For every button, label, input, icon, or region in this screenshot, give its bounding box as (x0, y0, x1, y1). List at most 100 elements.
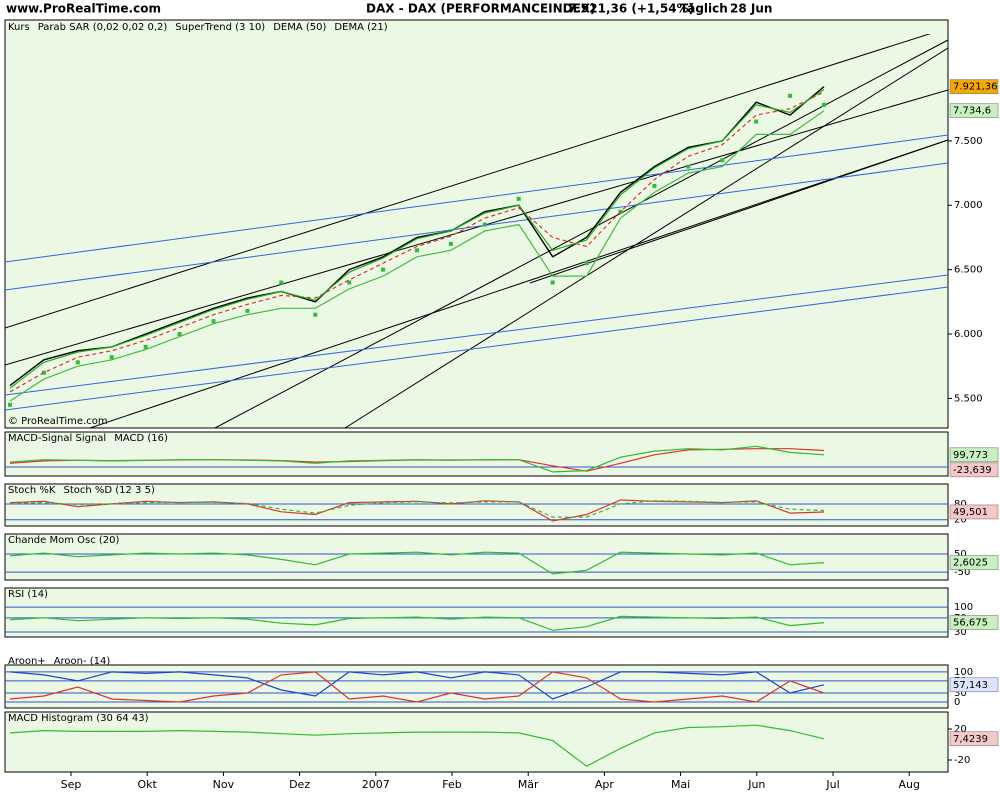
trend-line (5, 162, 948, 291)
series-line (9, 86, 825, 387)
y-tick-label: 6.000 (954, 329, 983, 340)
sar-dot (516, 196, 521, 201)
series-line (9, 615, 825, 631)
sar-dot (584, 261, 589, 266)
sar-dot (550, 280, 555, 285)
sar-dot (313, 312, 318, 317)
series-line (9, 91, 825, 393)
legend-entry: Kurs (8, 22, 30, 33)
sar-dot (686, 164, 691, 169)
x-tick-label: Mär (518, 778, 539, 791)
quote: 7.921,36 (+1,54%) (568, 2, 694, 16)
x-tick-label: Dez (289, 778, 310, 791)
y-tick-label: 30 (954, 688, 967, 699)
x-tick-label: Feb (442, 778, 461, 791)
legend-entry: Aroon- (14) (54, 656, 111, 667)
y-tick-label: 7.000 (954, 200, 983, 211)
y-tick-label: 50 (954, 549, 967, 560)
legend-entry: Chande Mom Osc (20) (8, 535, 120, 546)
value-badge-label: 2,6025 (953, 558, 988, 569)
trend-line (344, 47, 948, 428)
sar-dot (177, 332, 182, 337)
series-line (9, 671, 825, 703)
series-line (9, 88, 825, 389)
y-tick-label: 0 (954, 697, 960, 708)
legend-entry: DEMA (21) (334, 22, 387, 33)
y-tick-label: 5.500 (954, 393, 983, 404)
series-line (9, 551, 825, 575)
sar-dot (788, 93, 793, 98)
y-tick-label: 20 (954, 724, 967, 735)
legend-entry: DEMA (50) (273, 22, 326, 33)
value-badge-label: 99,773 (953, 450, 988, 461)
value-badge (949, 677, 999, 693)
value-badge (949, 615, 999, 630)
date: 28 Jun (730, 2, 772, 16)
series-line (9, 500, 825, 518)
sar-dot (415, 248, 419, 253)
value-badge (949, 462, 999, 478)
series-line (9, 671, 825, 700)
value-badge-label: 7,4239 (953, 734, 988, 745)
value-badge-label: 57,143 (953, 680, 988, 691)
legend-entry: MACD-Signal Signal (8, 433, 106, 444)
y-tick-label: 80 (954, 499, 967, 510)
legend-entry: Stoch %D (12 3 5) (63, 485, 154, 496)
sar-dot (245, 308, 250, 313)
sar-dot (279, 280, 284, 285)
sar-dot (8, 402, 12, 407)
x-tick-label: Nov (213, 778, 235, 791)
legend-entry: Parab SAR (0,02 0,02 0,2) (38, 22, 168, 33)
sar-dot (347, 280, 352, 285)
sar-dot (109, 355, 114, 360)
series-line (9, 445, 825, 473)
y-tick-label: -20 (954, 755, 970, 766)
trend-line (5, 89, 948, 366)
value-badge-label: 7.734,6 (953, 106, 991, 117)
trend-line (5, 274, 948, 396)
panel (4, 19, 949, 429)
sar-dot (652, 183, 657, 188)
legend-entry: MACD (16) (114, 433, 168, 444)
panel (4, 533, 949, 581)
legend-entry: Stoch %K (8, 485, 56, 496)
x-tick-label: Mai (671, 778, 690, 791)
sar-dot (75, 360, 80, 365)
x-tick-label: 2007 (362, 778, 390, 791)
panel (4, 587, 949, 638)
sar-dot (822, 102, 826, 107)
sar-dot (211, 319, 216, 324)
sar-dot (381, 267, 386, 272)
y-tick-label: 6.500 (954, 265, 983, 276)
x-tick-label: Aug (898, 778, 919, 791)
sar-dot (482, 222, 487, 227)
value-badge (949, 731, 999, 747)
legend-entry: RSI (14) (8, 589, 48, 600)
y-tick-label: 7.500 (954, 136, 983, 147)
watermark: © ProRealTime.com (8, 416, 108, 427)
trend-line (5, 134, 948, 263)
y-tick-label: 100 (954, 667, 973, 678)
x-tick-label: Jun (747, 778, 765, 791)
title: DAX - DAX (PERFORMANCEINDEX) (366, 2, 596, 16)
panel (4, 711, 949, 773)
y-tick-label: 30 (954, 627, 967, 638)
trend-lines (5, 34, 948, 428)
x-tick-label: Okt (138, 778, 158, 791)
trend-line (529, 139, 948, 284)
y-tick-label: 100 (954, 602, 973, 613)
series-line (9, 110, 825, 402)
site: www.ProRealTime.com (6, 2, 161, 16)
value-badge (949, 555, 999, 570)
sar-dot (720, 158, 725, 163)
panel (4, 483, 949, 527)
value-badge-label: 7.921,36 (953, 82, 998, 93)
legend-entry: Aroon+ (8, 656, 46, 667)
value-badge (949, 103, 999, 118)
sar-dot (754, 119, 759, 124)
legend-entry: SuperTrend (3 10) (175, 22, 265, 33)
y-tick-label: 20 (954, 515, 967, 526)
value-badge (949, 504, 999, 520)
sar-dot (41, 370, 46, 375)
